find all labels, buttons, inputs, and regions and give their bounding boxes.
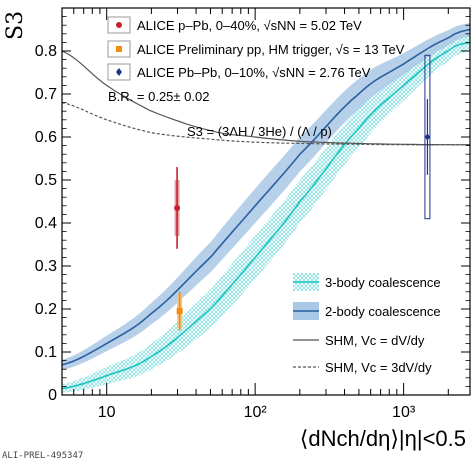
legend-swatch-box — [107, 63, 131, 81]
legend-label: ALICE Pb–Pb, 0–10%, √sNN = 2.76 TeV — [137, 65, 371, 80]
legend-label: SHM, Vc = 3dV/dy — [325, 360, 432, 375]
y-tick-label: 0.6 — [35, 129, 57, 146]
y-tick-label: 0.3 — [35, 258, 57, 275]
data-point-2 — [424, 54, 431, 220]
band-1 — [62, 23, 470, 371]
y-tick-label: 0.5 — [35, 172, 57, 189]
y-tick-label: 0.4 — [35, 215, 57, 232]
marker-circle — [174, 204, 181, 211]
y-tick-label: 0.2 — [35, 301, 57, 318]
legend-entry-bottom-3: SHM, Vc = 3dV/dy — [293, 360, 432, 375]
x-tick-label: 10² — [244, 404, 268, 421]
legend-marker — [116, 22, 122, 28]
series-line-3 — [62, 102, 470, 146]
series-line-0 — [62, 41, 470, 390]
plot-frame — [61, 7, 471, 396]
data-point-0 — [174, 167, 181, 249]
y-tick-label: 0.7 — [35, 86, 57, 103]
marker-diamond — [424, 133, 431, 141]
legend-marker — [116, 46, 122, 52]
legend-entry-top-1: ALICE Preliminary pp, HM trigger, √s = 1… — [107, 40, 405, 58]
marker-square — [176, 308, 183, 315]
x-tick-label: 10³ — [392, 404, 416, 421]
legend-label: SHM, Vc = dV/dy — [325, 333, 425, 348]
branching-ratio-text: B.R. = 0.25± 0.02 — [108, 89, 209, 104]
legend-entry-top-2: ALICE Pb–Pb, 0–10%, √sNN = 2.76 TeV — [107, 63, 371, 81]
legend-entry-bottom-1: 2-body coalescence — [293, 302, 441, 320]
legend-label: ALICE p–Pb, 0–40%, √sNN = 5.02 TeV — [137, 18, 362, 33]
legend-label: 3-body coalescence — [325, 275, 441, 290]
y-tick-label: 0 — [48, 387, 57, 404]
x-tick-label: 10 — [98, 404, 116, 421]
y-axis-label: S3 — [3, 11, 28, 40]
legend-entry-bottom-2: SHM, Vc = dV/dy — [293, 333, 425, 348]
series-line-1 — [62, 28, 470, 366]
data-point-1 — [176, 291, 183, 331]
legend-swatch-box — [107, 16, 131, 34]
legend-swatch-box — [107, 40, 131, 58]
formula-text: S3 = (3ΛH / 3He) / (Λ / p) — [187, 124, 332, 139]
y-tick-label: 0.1 — [35, 344, 57, 361]
legend-label: ALICE Preliminary pp, HM trigger, √s = 1… — [137, 42, 405, 57]
legend-entry-top-0: ALICE p–Pb, 0–40%, √sNN = 5.02 TeV — [107, 16, 362, 34]
y-tick-label: 0.8 — [35, 43, 57, 60]
legend-marker — [116, 68, 122, 76]
x-axis-label: ⟨dNch/dη⟩|η|<0.5 — [300, 426, 466, 451]
band-0 — [62, 33, 470, 393]
legend-entry-bottom-0: 3-body coalescence — [293, 273, 441, 291]
preliminary-label: ALI-PREL-495347 — [2, 451, 83, 461]
legend-label: 2-body coalescence — [325, 304, 441, 319]
